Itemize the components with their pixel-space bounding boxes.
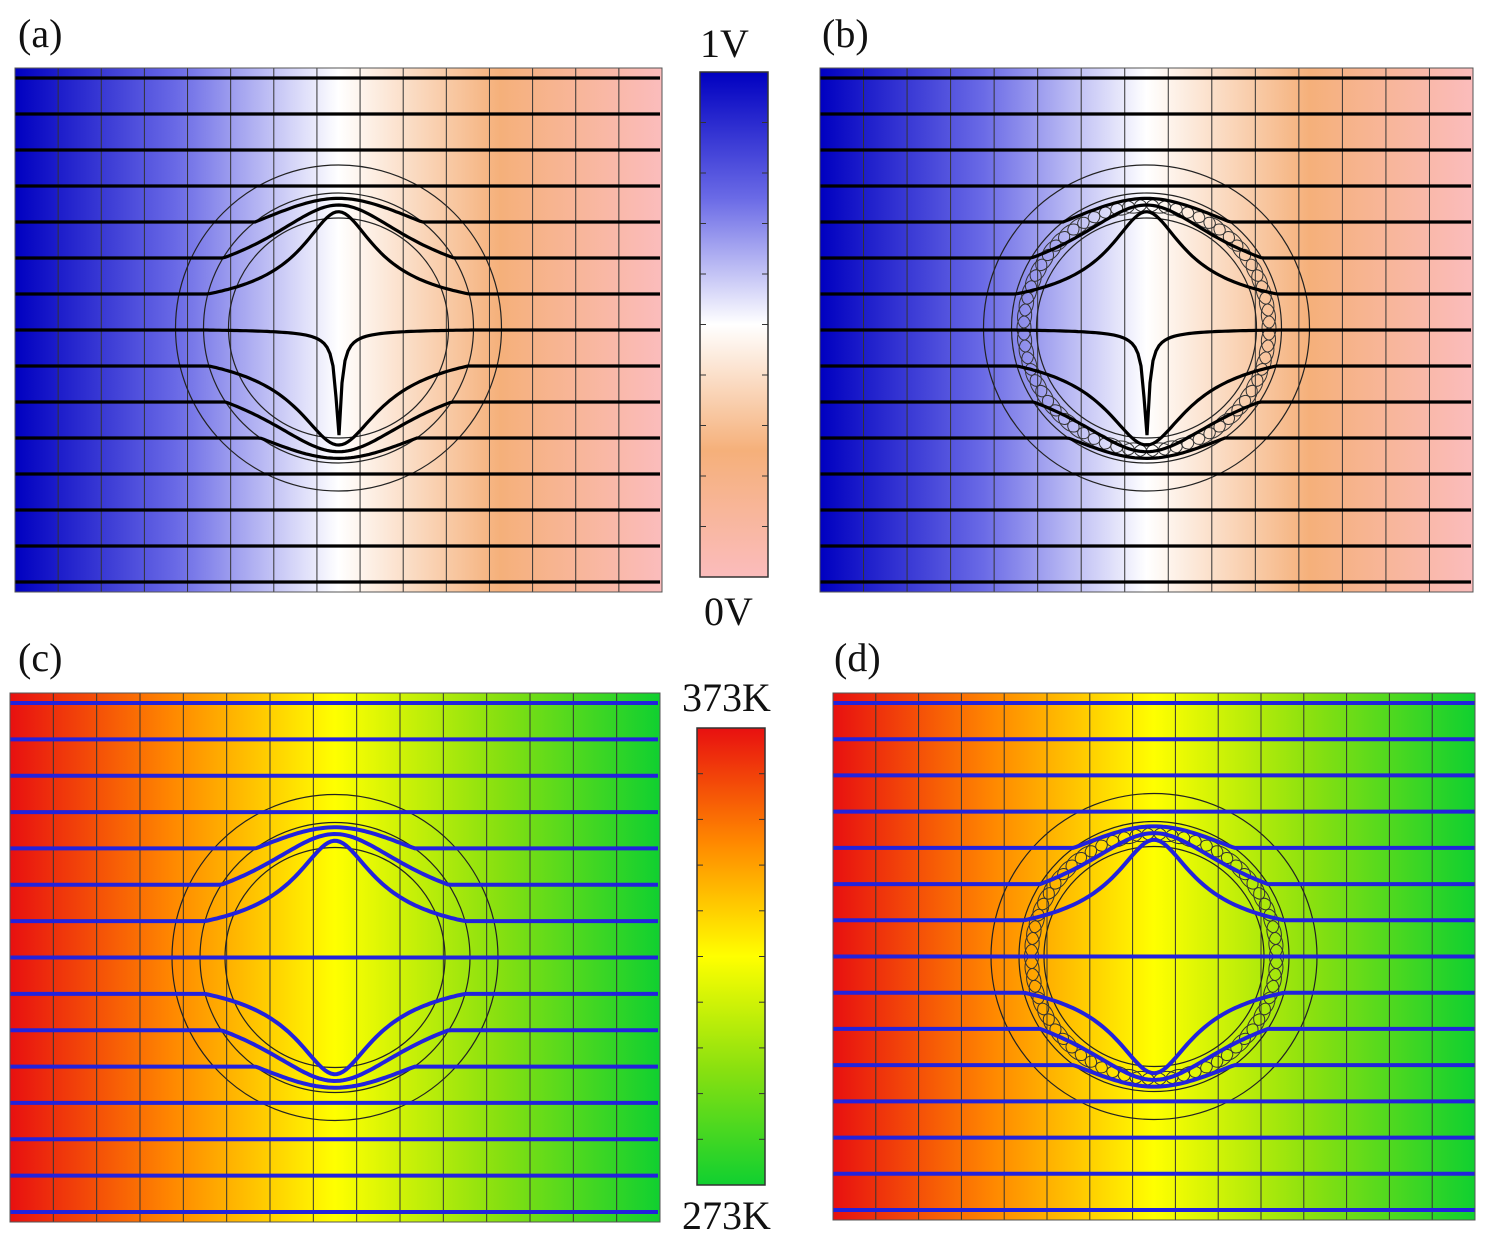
panel-border: [832, 692, 1476, 1221]
cloak-loop: [1266, 920, 1282, 945]
field-line: [833, 837, 1475, 923]
field-line: [15, 203, 660, 260]
field-line: [833, 831, 1475, 887]
field-line: [820, 436, 1471, 461]
panel-label-a: (a): [18, 11, 63, 56]
field-line: [833, 1063, 1475, 1089]
field-line: [15, 210, 660, 296]
cloak-boundary: [1035, 217, 1258, 439]
voltage-colorbar: [699, 71, 769, 578]
panel-c: [9, 692, 661, 1223]
field-line: [820, 400, 1471, 454]
cloak-boundary: [1010, 192, 1283, 464]
panel-a: [14, 67, 663, 593]
panel-label-d: (d): [834, 635, 881, 680]
field-line: [10, 838, 658, 924]
field-line: [10, 825, 658, 851]
panel-label-c: (c): [18, 635, 63, 680]
cloak-boundary: [174, 164, 503, 492]
field-line: [820, 210, 1471, 296]
panel-b: [819, 67, 1474, 593]
field-line: [820, 203, 1471, 260]
temperature-max-label: 373K: [682, 675, 771, 720]
field-line: [15, 196, 660, 224]
cloak-boundary: [982, 164, 1311, 492]
colorbar-gradient: [696, 727, 766, 1186]
field-line: [10, 991, 658, 1077]
temperature-min-label: 273K: [682, 1193, 771, 1238]
voltage-min-label: 0V: [704, 589, 753, 634]
field-line: [833, 990, 1475, 1076]
field-line: [15, 364, 660, 447]
colorbar-gradient: [699, 71, 769, 578]
field-line: [833, 1026, 1475, 1082]
temperature-colorbar: [696, 727, 766, 1186]
cloak-loop: [1260, 303, 1276, 329]
voltage-max-label: 1V: [700, 21, 749, 66]
panel-border: [14, 67, 663, 593]
field-line: [820, 328, 1471, 436]
field-line: [10, 1028, 658, 1084]
field-line: [15, 328, 660, 436]
panel-border: [9, 692, 661, 1223]
field-line: [820, 364, 1471, 447]
panel-border: [819, 67, 1474, 593]
panel-label-b: (b): [822, 11, 869, 56]
field-line: [833, 824, 1475, 850]
field-line: [15, 436, 660, 461]
panel-d: [832, 692, 1476, 1221]
field-line: [15, 400, 660, 454]
cloak-boundary: [227, 217, 450, 439]
field-line: [10, 1064, 658, 1090]
cloak-boundary: [202, 192, 475, 464]
field-line: [10, 831, 658, 887]
field-line: [820, 196, 1471, 224]
